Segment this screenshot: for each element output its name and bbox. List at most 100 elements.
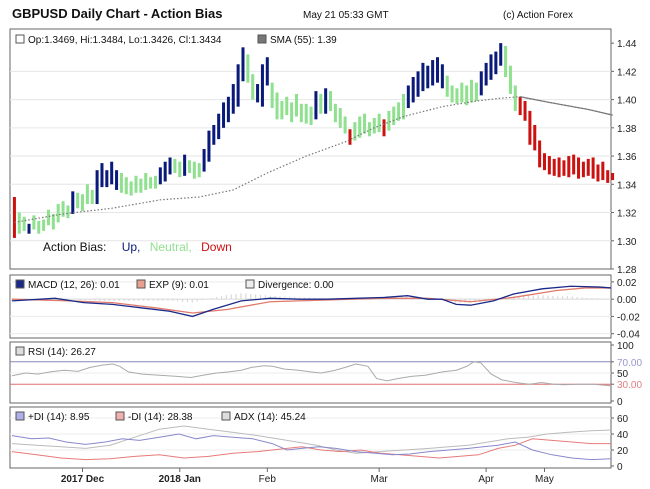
price-bar xyxy=(562,160,566,176)
price-bar xyxy=(129,181,133,196)
dmi-tick-label: 40 xyxy=(617,430,629,441)
adx-legend: ADX (14): 45.24 xyxy=(234,412,306,423)
price-bars xyxy=(12,43,615,238)
rsi-tick-label: 100 xyxy=(617,341,634,352)
x-tick-label: Feb xyxy=(259,474,277,485)
price-bar xyxy=(236,64,240,107)
chart-timestamp: May 21 05:33 GMT xyxy=(303,10,389,21)
price-bar xyxy=(508,65,512,94)
price-bar xyxy=(547,156,551,175)
price-bar xyxy=(367,122,371,137)
price-bar xyxy=(66,205,70,219)
price-bar xyxy=(294,93,298,117)
price-bar xyxy=(324,88,328,114)
price-bar xyxy=(397,102,401,121)
x-tick-label: Apr xyxy=(478,474,494,485)
rsi-tick-label: 0 xyxy=(617,397,623,408)
price-bar xyxy=(470,79,474,103)
dmi-panel-frame xyxy=(9,406,612,469)
price-bar xyxy=(178,161,182,178)
price-bar xyxy=(329,91,333,111)
price-bar xyxy=(552,158,556,176)
dmi-tick-label: 20 xyxy=(617,446,629,457)
macd-panel: 0.02 0.00 -0.02 -0.04 MACD (12, 26): 0.01 E… xyxy=(9,274,640,341)
price-bar xyxy=(499,43,503,66)
price-bar xyxy=(513,85,517,111)
price-bar xyxy=(577,157,581,179)
price-bar xyxy=(100,163,104,188)
price-yaxis: 1.44 1.42 1.40 1.38 1.36 1.34 1.32 1.30 1.28 xyxy=(611,39,637,276)
price-panel-frame xyxy=(9,28,612,270)
price-bar xyxy=(115,170,119,190)
price-bar xyxy=(445,75,449,97)
price-bar xyxy=(528,110,532,145)
price-bar xyxy=(596,164,600,182)
minus-di-line xyxy=(11,438,611,461)
rsi-gridlines xyxy=(10,361,611,385)
price-bar xyxy=(455,88,459,104)
plus-di-line xyxy=(11,433,612,461)
macd-tick-label: 0.02 xyxy=(617,278,637,289)
price-bar xyxy=(363,113,367,134)
price-bar xyxy=(518,96,522,116)
price-bar xyxy=(333,103,337,123)
price-bar xyxy=(382,119,386,137)
dmi-yaxis: 60 40 20 0 xyxy=(611,414,629,473)
price-bar xyxy=(139,178,143,193)
price-bar xyxy=(601,161,605,181)
price-bar xyxy=(251,74,255,100)
exp-legend: EXP (9): 0.01 xyxy=(149,280,209,291)
price-bar xyxy=(572,154,576,175)
rsi-tick-label: 70.00 xyxy=(617,358,642,369)
price-bar xyxy=(46,209,50,226)
price-bar xyxy=(372,117,376,134)
ohlc-legend-swatch xyxy=(15,34,25,44)
exp-legend-swatch xyxy=(136,279,146,289)
price-bar xyxy=(158,167,162,185)
price-bar xyxy=(260,64,264,107)
macd-panel-frame xyxy=(9,274,612,339)
price-bar xyxy=(421,62,425,92)
dmi-panel: 60 40 20 0 +DI (14): 8.95 -DI (14): 28.38 A… xyxy=(9,406,629,473)
price-bar xyxy=(32,215,36,230)
price-bar xyxy=(538,140,542,168)
price-bar xyxy=(431,60,435,86)
price-bar xyxy=(149,177,153,189)
price-bar xyxy=(110,161,114,185)
price-bar xyxy=(494,51,498,75)
price-bar xyxy=(85,184,89,205)
rsi-tick-label: 30.00 xyxy=(617,380,642,391)
price-bar xyxy=(76,192,80,209)
price-bar xyxy=(426,65,430,89)
price-bar xyxy=(440,64,444,89)
rsi-legend: RSI (14): 26.27 xyxy=(28,347,96,358)
macd-yaxis: 0.02 0.00 -0.02 -0.04 xyxy=(611,278,640,341)
price-bar xyxy=(222,102,226,128)
rsi-tick-label: 50 xyxy=(617,369,629,380)
price-bar xyxy=(246,54,250,83)
action-bias-title: Action Bias: xyxy=(43,240,106,254)
price-bar xyxy=(17,212,21,234)
price-bar xyxy=(90,189,94,205)
price-bar xyxy=(256,84,260,103)
price-tick-label: 1.40 xyxy=(617,96,637,107)
price-bar xyxy=(81,194,85,212)
x-axis: 2017 Dec 2018 Jan Feb Mar Apr May xyxy=(61,468,554,485)
price-bar xyxy=(465,85,469,106)
x-tick-label: Mar xyxy=(371,474,389,485)
price-bar xyxy=(299,103,303,123)
price-bar xyxy=(119,173,123,193)
price-bar xyxy=(606,170,610,183)
price-bar xyxy=(309,106,313,125)
price-bar xyxy=(377,113,381,133)
price-bar xyxy=(187,160,192,173)
price-bar xyxy=(567,156,571,178)
price-bar xyxy=(95,170,99,205)
price-bar xyxy=(37,221,41,234)
price-bar xyxy=(280,101,284,120)
price-bar xyxy=(12,197,16,238)
price-bar xyxy=(192,161,196,179)
minus-di-legend: -DI (14): 28.38 xyxy=(128,412,193,423)
price-tick-label: 1.36 xyxy=(617,152,637,163)
